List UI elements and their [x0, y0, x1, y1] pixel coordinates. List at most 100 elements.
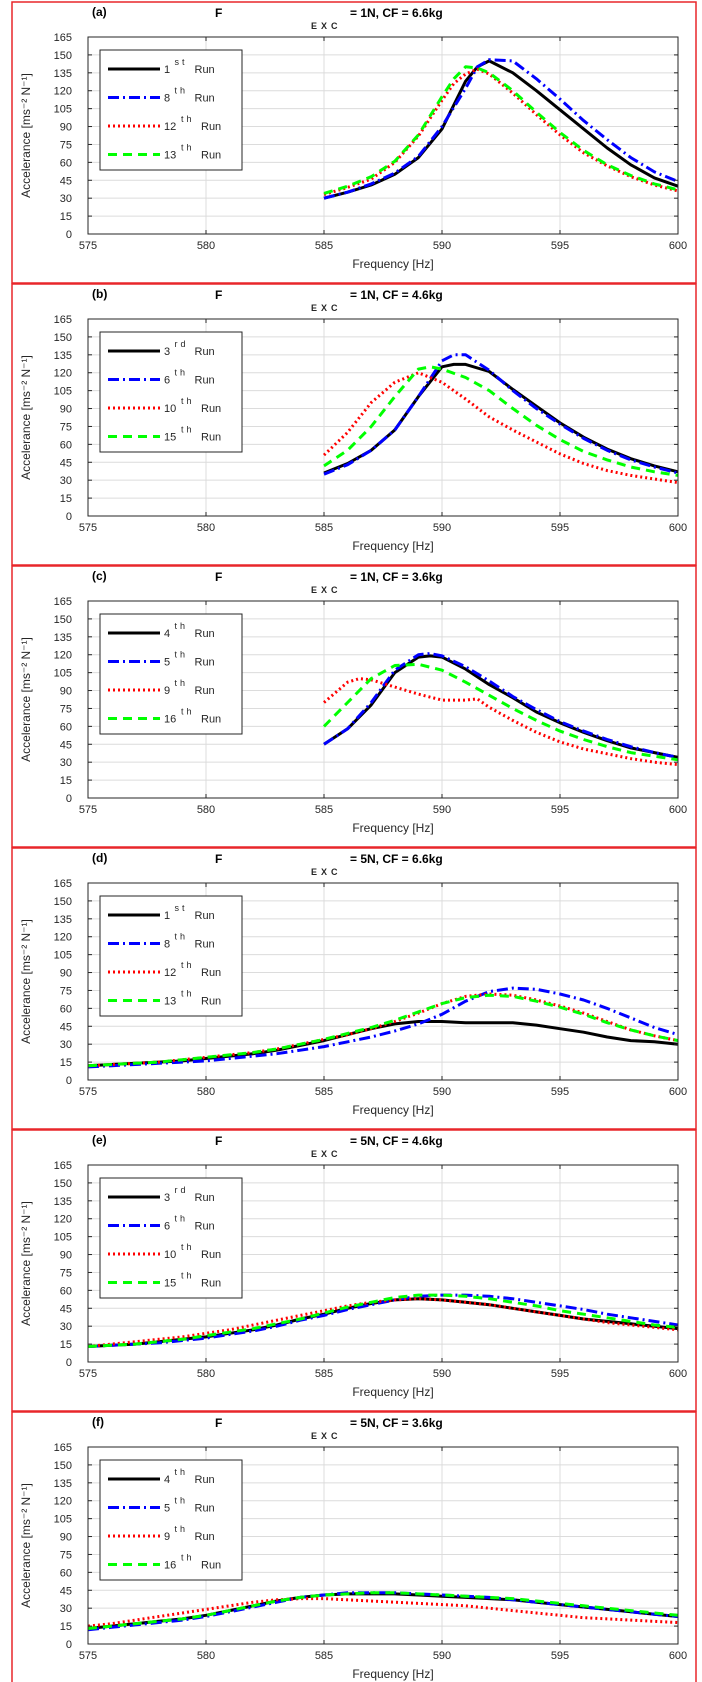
series-line-6th-run — [323, 353, 679, 476]
y-tick-label: 105 — [54, 386, 72, 398]
legend-run-word: Run — [195, 375, 215, 387]
legend-run-word: Run — [195, 939, 215, 951]
y-tick-label: 165 — [54, 1160, 72, 1172]
series-line-10th-run — [87, 1297, 679, 1348]
y-tick-label: 0 — [66, 793, 72, 805]
legend-ordinal: 13 — [164, 150, 176, 162]
legend-suffix: rd — [175, 1185, 189, 1195]
y-tick-label: 60 — [60, 1285, 72, 1297]
legend-ordinal: 1 — [164, 910, 170, 922]
legend-run-word: Run — [201, 1249, 221, 1261]
series-line-10th-run — [322, 371, 679, 485]
legend-run-word: Run — [201, 1278, 221, 1290]
x-tick-label: 575 — [79, 1086, 97, 1098]
panel-frame — [11, 1, 697, 284]
x-tick-label: 600 — [669, 1086, 687, 1098]
legend-suffix: th — [175, 650, 189, 660]
title-symbol: F — [215, 1416, 222, 1430]
y-tick-label: 135 — [54, 350, 72, 362]
legend-suffix: st — [175, 903, 188, 913]
legend-box — [99, 1177, 243, 1299]
y-tick-label: 165 — [54, 1442, 72, 1454]
y-tick-label: 0 — [66, 1075, 72, 1087]
y-tick-label: 15 — [60, 1621, 72, 1633]
y-tick-label: 15 — [60, 775, 72, 787]
y-tick-label: 45 — [60, 1303, 72, 1315]
x-tick-label: 580 — [197, 1368, 215, 1380]
title-symbol: F — [215, 570, 222, 584]
series-line-9th-run — [323, 677, 679, 767]
legend-ordinal: 4 — [164, 628, 170, 640]
y-axis-label: Accelerance [ms⁻² N⁻¹] — [19, 73, 33, 198]
legend-run-word: Run — [201, 432, 221, 444]
legend-ordinal: 16 — [164, 1560, 176, 1572]
y-tick-label: 150 — [54, 1460, 72, 1472]
panel-frame — [11, 1129, 697, 1412]
legend-ordinal: 8 — [164, 93, 170, 105]
panel-label: (a) — [92, 5, 107, 19]
panel-label: (f) — [92, 1415, 104, 1429]
panel-label: (d) — [92, 851, 107, 865]
y-tick-label: 165 — [54, 314, 72, 326]
x-tick-label: 595 — [551, 1086, 569, 1098]
x-axis-label: Frequency [Hz] — [352, 1385, 433, 1399]
y-tick-label: 135 — [54, 632, 72, 644]
y-tick-label: 90 — [60, 1250, 72, 1262]
title-subscript: EXC — [311, 867, 342, 877]
axes-box — [87, 882, 679, 1081]
legend-suffix: th — [181, 425, 195, 435]
y-tick-label: 45 — [60, 739, 72, 751]
x-tick-label: 580 — [197, 1086, 215, 1098]
y-axis-label: Accelerance [ms⁻² N⁻¹] — [19, 1201, 33, 1326]
x-tick-label: 585 — [315, 240, 333, 252]
y-tick-label: 75 — [60, 1549, 72, 1561]
y-tick-label: 135 — [54, 1478, 72, 1490]
chart-title: = 5N, CF = 4.6kg — [350, 1134, 443, 1148]
legend-run-word: Run — [201, 714, 221, 726]
y-tick-label: 150 — [54, 1178, 72, 1190]
x-tick-label: 595 — [551, 240, 569, 252]
legend-run-word: Run — [201, 967, 221, 979]
legend-suffix: th — [181, 989, 195, 999]
y-tick-label: 45 — [60, 457, 72, 469]
chart-panel: 575 580 585 590 595 600 0 15 30 45 60 75 90 105 120 135… — [11, 1, 697, 284]
legend-ordinal: 8 — [164, 939, 170, 951]
y-tick-label: 105 — [54, 104, 72, 116]
legend-ordinal: 6 — [164, 375, 170, 387]
legend-ordinal: 10 — [164, 403, 176, 415]
series-line-16th-run — [322, 662, 679, 762]
title-symbol: F — [215, 852, 222, 866]
y-tick-label: 0 — [66, 1639, 72, 1651]
legend-run-word: Run — [195, 1192, 215, 1204]
y-tick-label: 90 — [60, 122, 72, 134]
y-tick-label: 45 — [60, 1585, 72, 1597]
legend-suffix: th — [175, 86, 189, 96]
legend-suffix: th — [175, 368, 189, 378]
legend-run-word: Run — [201, 403, 221, 415]
title-subscript: EXC — [311, 1149, 342, 1159]
panel-label: (e) — [92, 1133, 107, 1147]
legend-run-word: Run — [195, 346, 215, 358]
panel-frame — [11, 283, 697, 566]
title-subscript: EXC — [311, 303, 342, 313]
panel-label: (c) — [92, 569, 107, 583]
series-line-6th-run — [87, 1293, 679, 1348]
legend-run-word: Run — [195, 657, 215, 669]
y-tick-label: 90 — [60, 686, 72, 698]
y-axis-label: Accelerance [ms⁻² N⁻¹] — [19, 919, 33, 1044]
series-line-13th-run — [87, 993, 679, 1068]
chart-panel: 575 580 585 590 595 600 0 15 30 45 60 75 90 105 120 135… — [11, 847, 697, 1130]
title-symbol: F — [215, 6, 222, 20]
y-tick-label: 120 — [54, 932, 72, 944]
x-tick-label: 585 — [315, 1650, 333, 1662]
legend-ordinal: 9 — [164, 1531, 170, 1543]
y-tick-label: 135 — [54, 1196, 72, 1208]
legend-ordinal: 5 — [164, 1503, 170, 1515]
y-tick-label: 120 — [54, 1496, 72, 1508]
y-tick-label: 60 — [60, 721, 72, 733]
y-tick-label: 75 — [60, 139, 72, 151]
y-tick-label: 165 — [54, 596, 72, 608]
legend-suffix: th — [175, 1496, 189, 1506]
y-tick-label: 30 — [60, 475, 72, 487]
legend-ordinal: 1 — [164, 64, 170, 76]
